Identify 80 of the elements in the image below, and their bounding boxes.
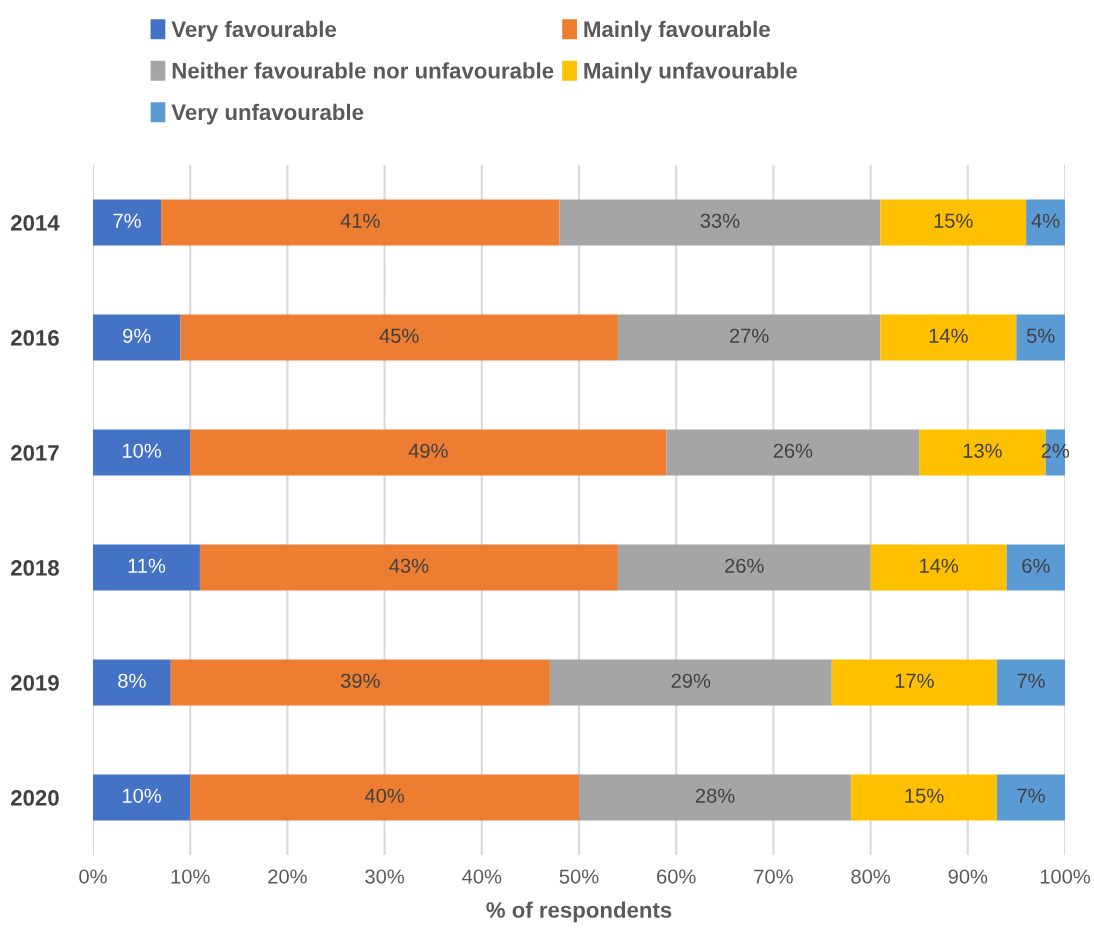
data-label: 28% [695, 788, 735, 803]
x-tick-label: 100% [1040, 869, 1091, 884]
data-label: 45% [379, 328, 419, 343]
bar [1016, 314, 1065, 361]
bar [170, 659, 550, 706]
y-tick-label: 2018 [11, 560, 59, 576]
bar [93, 199, 162, 246]
bar [180, 314, 618, 361]
data-label: 13% [963, 443, 1002, 458]
legend-label: Neither favourable nor unfavourable [172, 62, 554, 79]
legend-label: Very unfavourable [171, 103, 364, 125]
data-label: 15% [934, 213, 973, 228]
data-label: 17% [895, 673, 934, 688]
x-tick-label: 40% [462, 869, 502, 884]
x-tick-label: 90% [948, 869, 988, 884]
bar [549, 659, 832, 706]
data-label: 14% [929, 328, 968, 343]
data-label: 10% [122, 788, 162, 803]
data-label: 26% [725, 558, 764, 573]
y-tick-label: 2017 [11, 445, 59, 461]
legend-label: Mainly unfavourable [584, 62, 798, 83]
bar [870, 544, 1007, 591]
x-tick-label: 60% [657, 869, 696, 884]
bar [996, 774, 1065, 821]
bar [161, 199, 560, 246]
x-tick-label: 20% [268, 869, 307, 884]
bar [93, 314, 181, 361]
bar [190, 429, 667, 476]
data-label: 41% [340, 213, 380, 228]
data-label: 49% [408, 443, 448, 458]
legend-label: Very favourable [171, 20, 337, 42]
data-label: 7% [1017, 673, 1045, 688]
data-label: 4% [1031, 213, 1060, 228]
bar [666, 429, 920, 476]
bar [996, 659, 1065, 706]
data-label: 15% [905, 788, 944, 803]
data-label: 7% [1017, 788, 1045, 803]
data-label: 26% [773, 443, 813, 458]
bar [1006, 544, 1065, 591]
bar [559, 199, 881, 246]
bar [617, 544, 871, 591]
bar [831, 659, 997, 706]
y-tick-label: 2020 [11, 790, 59, 806]
bar [617, 314, 881, 361]
x-tick-label: 0% [79, 869, 107, 884]
x-tick-label: 70% [754, 869, 793, 884]
bar [851, 774, 997, 821]
bar [579, 774, 852, 821]
bar [93, 659, 171, 706]
x-tick-label: 30% [365, 869, 405, 884]
x-tick-label: 50% [559, 869, 599, 884]
bar [190, 774, 579, 821]
bar [93, 544, 200, 591]
bar [93, 774, 191, 821]
data-label: 29% [671, 673, 711, 688]
data-label: 8% [118, 673, 146, 688]
y-tick-label: 2016 [11, 330, 59, 346]
data-label: 27% [729, 328, 769, 343]
bar [199, 544, 618, 591]
bar [93, 429, 191, 476]
x-axis-title: % of respondents [486, 901, 672, 923]
x-tick-label: 10% [171, 869, 210, 884]
data-label: 43% [389, 558, 429, 573]
bar [1026, 199, 1065, 246]
legend-label: Mainly favourable [584, 20, 770, 42]
bar [880, 199, 1027, 246]
data-label: 39% [340, 673, 380, 688]
y-tick-label: 2019 [11, 675, 59, 691]
data-label: 9% [123, 328, 151, 343]
bar [880, 314, 1017, 361]
data-label: 33% [700, 213, 740, 228]
data-label: 11% [128, 558, 166, 573]
data-label: 7% [113, 213, 141, 228]
data-label: 40% [364, 788, 405, 803]
x-tick-label: 80% [851, 869, 891, 884]
data-label: 10% [122, 443, 162, 458]
data-label: 5% [1026, 328, 1055, 343]
data-label: 14% [920, 558, 959, 573]
y-tick-label: 2014 [11, 215, 60, 231]
data-label: 6% [1022, 558, 1050, 573]
